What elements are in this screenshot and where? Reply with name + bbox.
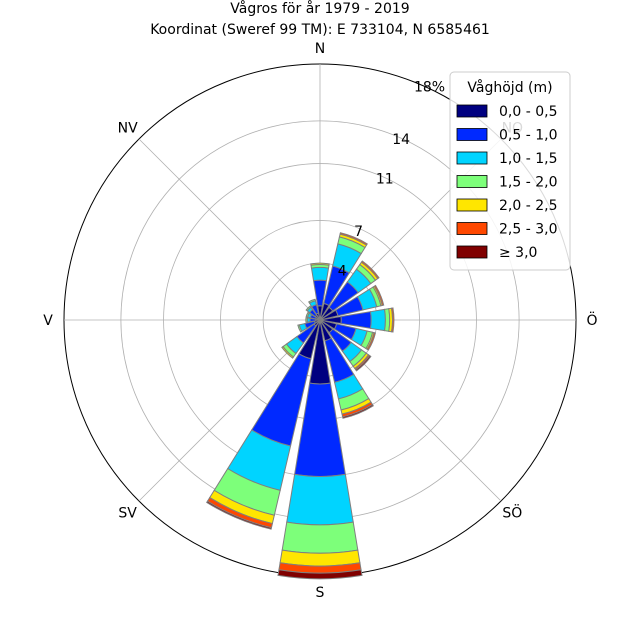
legend-swatch [456, 245, 488, 259]
compass-label-sö: SÖ [502, 503, 522, 521]
bar-segment-s-bin-4 [281, 521, 359, 554]
legend-label: 1,5 - 2,0 [499, 175, 557, 191]
bar-segment-no-bin-6 [360, 260, 380, 280]
radial-tick-label: 7 [354, 224, 363, 240]
compass-label-ö: Ö [586, 311, 597, 329]
bar-segment-v-bin-4 [305, 317, 308, 323]
legend-swatch [456, 175, 488, 188]
bar-segment-ssv-bin-7 [206, 500, 273, 530]
bar-segment-nno-bin-6 [339, 232, 368, 246]
compass-label-sv: SV [118, 505, 137, 521]
radial-tick-label: 11 [376, 171, 394, 187]
radial-tick-labels: 4 7 11 14 18% [338, 79, 445, 279]
bar-segment-oso-bin-6 [366, 332, 376, 351]
legend-label: 0,5 - 1,0 [499, 128, 557, 144]
legend-label: 2,5 - 3,0 [499, 222, 557, 238]
legend-label: 0,0 - 0,5 [499, 104, 557, 120]
bar-segment-nv-bin-4 [305, 305, 312, 312]
bar-segment-s-bin-3 [286, 473, 354, 526]
legend-swatch [456, 222, 488, 235]
legend-swatch [456, 128, 488, 141]
radial-tick-label: 18% [414, 79, 445, 95]
compass-label-v: V [43, 313, 53, 329]
bar-segment-vsv-bin-4 [297, 324, 303, 333]
radial-tick-label: 14 [392, 132, 410, 148]
bar-segment-vnv-bin-4 [305, 311, 310, 318]
legend-label: 1,0 - 1,5 [499, 151, 557, 167]
legend-swatch [456, 104, 488, 118]
legend: Våghöjd (m) 0,0 - 0,5 0,5 - 1,0 1,0 - 1,5 1… [449, 71, 571, 271]
compass-label-nv: NV [118, 121, 138, 137]
bar-segment-n-bin-5 [310, 262, 330, 266]
bar-segment-nnv-bin-4 [308, 298, 317, 304]
bar-segment-sv-bin-5 [281, 345, 295, 359]
grid-spoke [138, 138, 321, 321]
bar-segment-n-bin-3 [310, 266, 330, 282]
legend-box [449, 71, 571, 271]
legend-label: 2,0 - 2,5 [499, 198, 557, 214]
bar-segment-sso-bin-7 [342, 403, 374, 419]
bar-segment-ö-bin-3 [369, 308, 386, 332]
legend-items: 0,0 - 0,5 0,5 - 1,0 1,0 - 1,5 1,5 - 2,0 2,0 … [456, 104, 557, 261]
bar-segment-ono-bin-6 [373, 284, 385, 307]
legend-title: Våghöjd (m) [467, 79, 552, 96]
chart-subtitle: Koordinat (Sweref 99 TM): E 733104, N 65… [150, 22, 490, 38]
compass-label-n: N [315, 41, 325, 57]
chart-title: Vågros för år 1979 - 2019 [230, 0, 409, 17]
bar-segment-s-bin-7 [277, 569, 363, 580]
bar-segment-ö-bin-6 [390, 307, 395, 333]
radial-tick-label: 4 [338, 263, 347, 279]
compass-label-s: S [316, 585, 325, 601]
rose-bars [206, 232, 395, 580]
legend-swatch [456, 198, 488, 212]
bar-segment-so-bin-7 [354, 354, 372, 372]
legend-label: ≥ 3,0 [499, 245, 537, 261]
legend-swatch [456, 151, 488, 165]
